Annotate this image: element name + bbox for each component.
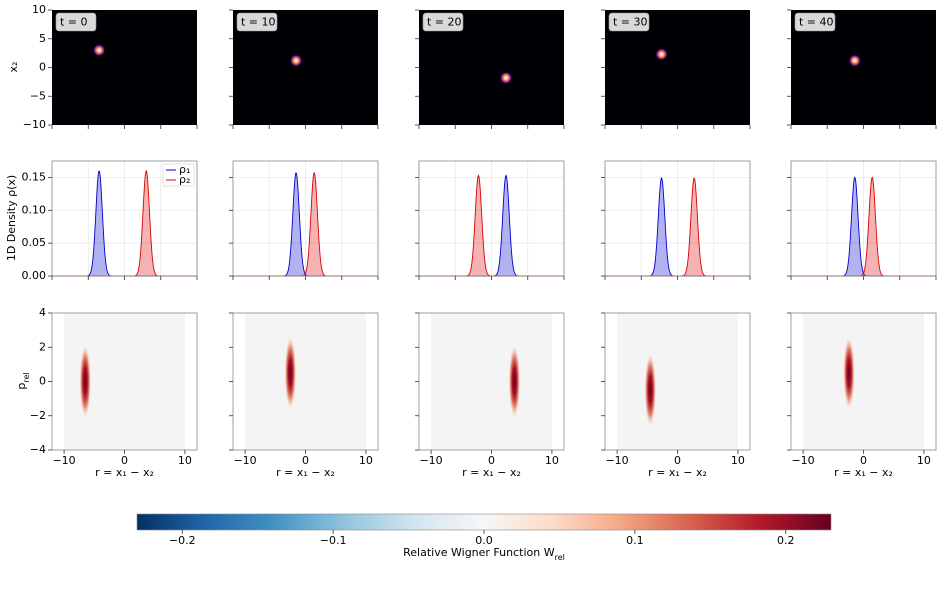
- y-tick-label: 0: [39, 375, 46, 388]
- particle-density: [655, 48, 668, 61]
- x-tick-label: 10: [359, 454, 373, 467]
- x-tick-label: 0: [302, 454, 309, 467]
- y-tick-label: −10: [23, 118, 46, 131]
- colorbar-label-sub: rel: [555, 553, 565, 562]
- x-tick-label: 0: [674, 454, 681, 467]
- y-axis-label: prel: [15, 372, 31, 389]
- y-tick-label: 0.10: [22, 203, 47, 216]
- title-box: [422, 12, 464, 32]
- panel-title: t = 10: [241, 16, 276, 29]
- y-tick-label: −5: [30, 89, 46, 102]
- panel-title: t = 30: [613, 16, 648, 29]
- y-tick-label: −2: [30, 409, 46, 422]
- x-tick-label: 10: [178, 454, 192, 467]
- title-box: [236, 12, 278, 32]
- x-tick-label: −10: [52, 454, 75, 467]
- x-axis-label: r = x₁ − x₂: [276, 466, 335, 479]
- y-tick-label: −4: [30, 443, 46, 456]
- x-tick-label: −10: [791, 454, 814, 467]
- y-tick-label: 4: [39, 306, 46, 319]
- x-tick-label: 0: [488, 454, 495, 467]
- y-tick-label: 0: [39, 61, 46, 74]
- x-tick-label: −10: [605, 454, 628, 467]
- wigner-peak: [79, 343, 92, 420]
- wigner-peak: [508, 343, 521, 420]
- colorbar-tick-label: −0.1: [320, 534, 347, 547]
- legend-label: ρ₁: [179, 163, 190, 176]
- x-axis-label: r = x₁ − x₂: [462, 466, 521, 479]
- x-tick-label: 0: [121, 454, 128, 467]
- title-box: [55, 12, 97, 32]
- wigner-domain: [617, 313, 738, 450]
- wigner-peak: [284, 334, 297, 411]
- x-tick-label: −10: [419, 454, 442, 467]
- panel-title: t = 40: [799, 16, 834, 29]
- x-tick-label: 10: [731, 454, 745, 467]
- y-axis-label-main: p: [15, 383, 28, 390]
- colorbar-tick-label: 0.2: [777, 534, 795, 547]
- colorbar-tick-label: 0.0: [475, 534, 493, 547]
- x-axis-label: r = x₁ − x₂: [95, 466, 154, 479]
- y-tick-label: 0.05: [22, 236, 47, 249]
- title-box: [608, 12, 650, 32]
- x-axis-label: r = x₁ − x₂: [648, 466, 707, 479]
- title-box: [794, 12, 836, 32]
- colorbar-label: Relative Wigner Function Wrel: [403, 546, 565, 562]
- wigner-domain: [431, 313, 552, 450]
- y-axis-label: x₂: [7, 62, 20, 73]
- y-tick-label: 2: [39, 340, 46, 353]
- panel-title: t = 0: [60, 16, 88, 29]
- x-tick-label: 10: [917, 454, 931, 467]
- colorbar-tick-label: −0.2: [169, 534, 196, 547]
- wigner-domain: [245, 313, 366, 450]
- y-tick-label: 0.15: [22, 170, 47, 183]
- particle-density: [848, 54, 861, 67]
- y-axis-label-sub: rel: [22, 372, 31, 382]
- wigner-peak: [644, 352, 657, 429]
- y-tick-label: 10: [32, 3, 46, 16]
- y-tick-label: 5: [39, 32, 46, 45]
- wigner-peak: [843, 334, 855, 411]
- wigner-domain: [803, 313, 924, 450]
- particle-density: [500, 71, 512, 84]
- legend-label: ρ₂: [179, 173, 190, 186]
- colorbar-tick-label: 0.1: [626, 534, 644, 547]
- y-tick-label: 0.00: [22, 269, 47, 282]
- x-tick-label: −10: [233, 454, 256, 467]
- x-tick-label: 0: [860, 454, 867, 467]
- particle-density: [290, 54, 303, 67]
- panel-title: t = 20: [427, 16, 462, 29]
- x-axis-label: r = x₁ − x₂: [834, 466, 893, 479]
- x-tick-label: 10: [545, 454, 559, 467]
- particle-density: [93, 44, 106, 57]
- colorbar: [136, 513, 832, 531]
- colorbar-label-main: Relative Wigner Function W: [403, 546, 555, 559]
- y-axis-label: 1D Density ρ(x): [5, 175, 18, 261]
